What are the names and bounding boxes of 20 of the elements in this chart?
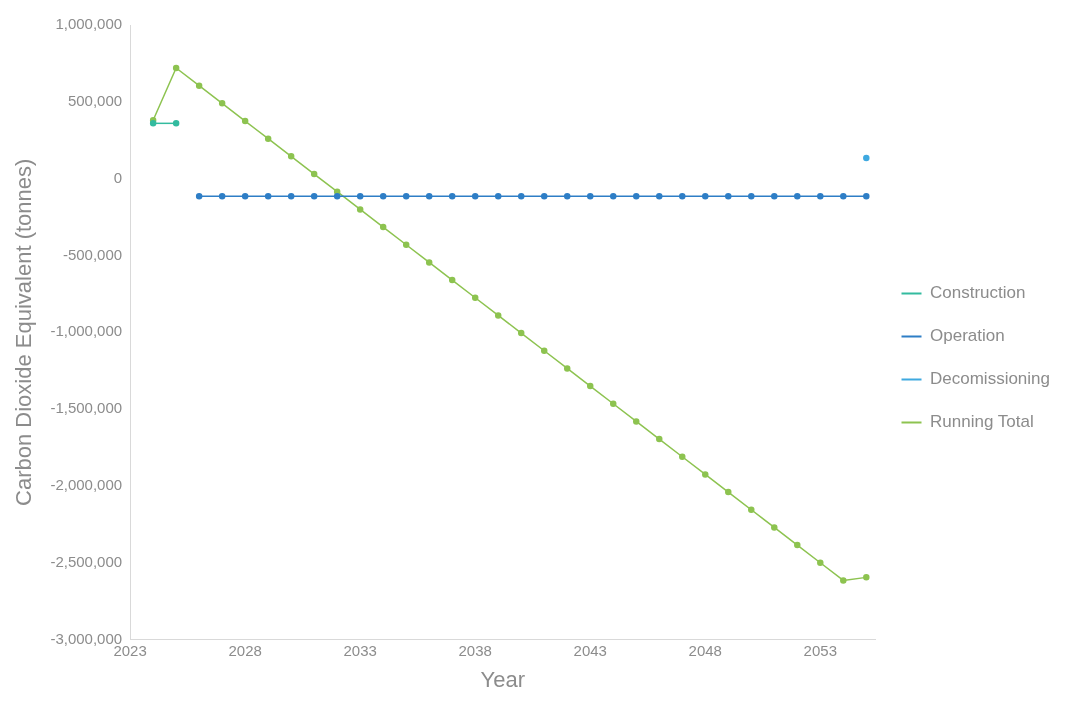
x-tick-label: 2048 (688, 641, 722, 659)
y-tick-label: 500,000 (67, 91, 123, 109)
legend-label: Construction (930, 283, 1026, 303)
x-axis-title: Year (480, 666, 526, 692)
legend-label: Operation (930, 326, 1005, 346)
y-tick-label: -500,000 (62, 245, 123, 263)
y-tick-label: -1,500,000 (50, 399, 123, 417)
y-tick-label: 1,000,000 (55, 15, 123, 33)
y-tick-label: -2,500,000 (50, 552, 123, 570)
x-tick-label: 2053 (803, 641, 837, 659)
legend-label: Running Total (930, 412, 1034, 432)
legend-label: Decomissioning (930, 369, 1050, 389)
y-tick-label: -2,000,000 (50, 476, 123, 494)
x-tick-label: 2043 (573, 641, 607, 659)
y-tick-label: 0 (113, 168, 123, 186)
x-tick-label: 2033 (343, 641, 377, 659)
y-axis-title: Carbon Dioxide Equivalent (tonnes) (11, 158, 37, 506)
y-tick-label: -1,000,000 (50, 322, 123, 340)
x-tick-label: 2028 (228, 641, 262, 659)
x-tick-label: 2038 (458, 641, 492, 659)
